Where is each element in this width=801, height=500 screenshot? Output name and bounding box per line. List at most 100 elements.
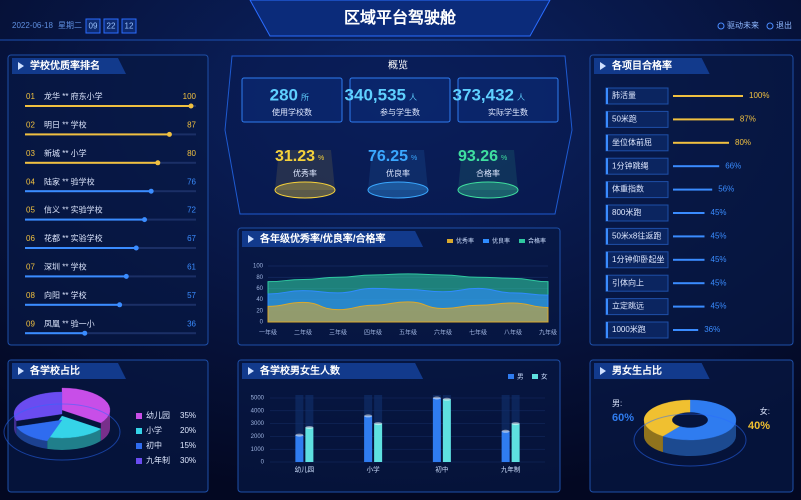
school-name: 陆家 ** 验学校 [44,176,95,186]
legend-swatch [519,239,525,243]
stat-box [241,77,343,123]
bar-track [501,395,510,462]
bar-knob [133,245,139,251]
value-label: 30% [180,456,196,465]
x-tick-label: 六年级 [434,329,452,337]
slice-side [662,420,736,457]
pedestal [274,181,336,199]
page-title: 区域平台驾驶舱 [344,8,457,27]
panel-title: 各项目合格率 [611,59,672,72]
panel-title-bar [594,58,710,74]
panel-title-bar [242,231,424,247]
bar-cap [295,433,304,437]
y-tick-label: 2000 [251,434,265,440]
bar [25,133,170,136]
bar-cap [442,397,451,401]
rate-label: 优良率 [386,168,410,178]
school-name: 明日 ** 学校 [44,120,87,130]
panel-title: 各学校男女生人数 [259,364,341,377]
time-box [85,18,101,34]
bar [295,435,304,462]
value-label: 100 [183,92,197,101]
bar-cap [501,429,510,433]
value-label: 61 [187,263,196,272]
panel-title-bar [12,363,126,379]
value-label: 60% [612,412,634,424]
panel [237,359,561,493]
label-box-accent [606,158,608,175]
logout-icon [766,22,774,30]
stat-label: 实际学生数 [488,107,528,117]
value-label: 45% [711,255,727,264]
value-label: 80% [735,138,751,147]
pedestal [367,181,429,199]
value-label: 87 [187,121,196,130]
rate-label: 合格率 [476,168,500,178]
school-name: 新城 ** 小学 [44,148,87,158]
bar [673,118,734,121]
bar-knob [123,273,129,279]
legend-swatch [508,374,514,379]
rate-unit: % [318,155,324,162]
stat-value: 373,432 [453,85,514,104]
rank-number: 01 [26,92,35,101]
bar [511,423,520,462]
item-name: 50米x8往返跑 [612,231,661,241]
legend-swatch [447,239,453,243]
label-box-accent [606,181,608,198]
rate-value: 76.25 [368,148,408,165]
legend-label: 优良率 [492,237,510,245]
rank-number: 03 [26,149,35,158]
title-arrow [18,62,24,70]
title-arrow [600,62,606,70]
time-digit: 22 [107,22,116,31]
bar-cap [374,422,383,426]
x-tick-label: 初中 [435,465,448,474]
x-tick-label: 九年级 [539,329,557,337]
value-label: 100% [749,91,769,100]
bar [673,329,699,331]
legend-label: 九年制 [146,455,170,465]
school-name: 龙华 ** 府东小学 [44,91,103,101]
header-banner [249,0,551,37]
rank-number: 04 [26,177,35,186]
item-name: 800米跑 [612,207,641,217]
bar-knob [155,160,161,166]
panel-title-bar [242,363,424,379]
panel-title: 男女生占比 [612,364,662,377]
legend-label: 小学 [146,425,162,435]
legend-label: 幼儿园 [146,410,170,420]
rank-number: 08 [26,291,35,300]
time-box [121,18,137,34]
bar [432,398,441,462]
x-tick-label: 小学 [367,465,381,474]
bar [673,165,720,168]
value-label: 45% [711,278,727,287]
panel-title-bar [12,58,126,74]
bar [673,95,743,97]
panel-title-bar [594,363,710,379]
slice-side [14,414,17,435]
school-name: 信义 ** 实验学校 [44,205,103,215]
legend-swatch [136,428,142,434]
x-tick-label: 九年制 [501,465,521,474]
stat-unit: 人 [517,93,525,102]
value-label: 35% [180,411,196,420]
stat-label: 使用学校数 [272,107,312,117]
y-tick-label: 1000 [251,447,265,453]
y-tick-label: 60 [256,286,263,292]
bar-cap [305,425,314,429]
value-label: 66% [725,161,741,170]
legend-label: 初中 [146,440,162,450]
bar-knob [188,103,194,109]
stat-unit: 所 [301,92,309,102]
y-tick-label: 20 [256,308,263,314]
slice-side [16,426,48,449]
weekday: 星期二 [58,21,82,30]
bar [673,141,729,144]
y-tick-label: 100 [253,264,264,270]
item-name: 肺活量 [612,90,636,100]
x-tick-label: 二年级 [294,329,312,337]
x-tick-label: 八年级 [504,329,522,337]
